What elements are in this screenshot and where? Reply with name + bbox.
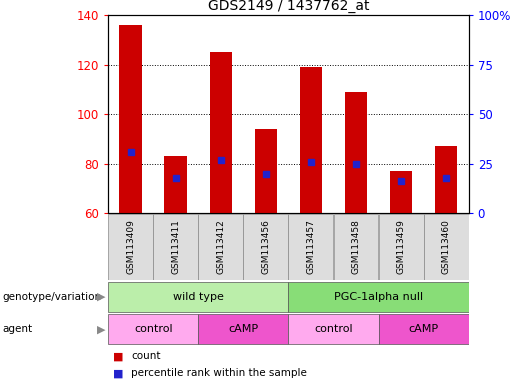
FancyBboxPatch shape — [244, 214, 288, 280]
Text: GSM113459: GSM113459 — [397, 219, 405, 274]
FancyBboxPatch shape — [108, 314, 198, 344]
Text: cAMP: cAMP — [408, 324, 439, 334]
FancyBboxPatch shape — [334, 214, 379, 280]
Bar — [119, 25, 142, 213]
FancyBboxPatch shape — [424, 214, 469, 280]
Text: GSM113457: GSM113457 — [306, 219, 315, 274]
Bar — [435, 146, 457, 213]
FancyBboxPatch shape — [379, 214, 423, 280]
FancyBboxPatch shape — [379, 314, 469, 344]
Text: genotype/variation: genotype/variation — [3, 291, 101, 302]
Text: PGC-1alpha null: PGC-1alpha null — [334, 291, 423, 302]
Text: GSM113460: GSM113460 — [442, 219, 451, 274]
FancyBboxPatch shape — [288, 214, 333, 280]
Text: agent: agent — [3, 324, 32, 334]
Text: count: count — [131, 351, 161, 361]
Text: ■: ■ — [113, 368, 124, 378]
Text: GSM113458: GSM113458 — [352, 219, 360, 274]
Bar — [254, 129, 277, 213]
Text: control: control — [314, 324, 353, 334]
Text: cAMP: cAMP — [228, 324, 259, 334]
FancyBboxPatch shape — [198, 314, 288, 344]
Text: GSM113409: GSM113409 — [126, 219, 135, 274]
Text: ▶: ▶ — [97, 291, 106, 302]
Text: percentile rank within the sample: percentile rank within the sample — [131, 368, 307, 378]
Bar — [210, 53, 232, 213]
FancyBboxPatch shape — [108, 214, 153, 280]
FancyBboxPatch shape — [288, 281, 469, 312]
FancyBboxPatch shape — [108, 281, 288, 312]
Text: control: control — [134, 324, 173, 334]
Text: ■: ■ — [113, 351, 124, 361]
Text: ▶: ▶ — [97, 324, 106, 334]
FancyBboxPatch shape — [288, 314, 379, 344]
Text: GSM113456: GSM113456 — [262, 219, 270, 274]
Bar — [300, 67, 322, 213]
Text: GSM113412: GSM113412 — [216, 219, 225, 274]
Title: GDS2149 / 1437762_at: GDS2149 / 1437762_at — [208, 0, 369, 13]
Bar — [390, 171, 413, 213]
Text: GSM113411: GSM113411 — [171, 219, 180, 274]
Bar — [164, 156, 187, 213]
Text: wild type: wild type — [173, 291, 224, 302]
Bar — [345, 92, 367, 213]
FancyBboxPatch shape — [198, 214, 243, 280]
FancyBboxPatch shape — [153, 214, 198, 280]
